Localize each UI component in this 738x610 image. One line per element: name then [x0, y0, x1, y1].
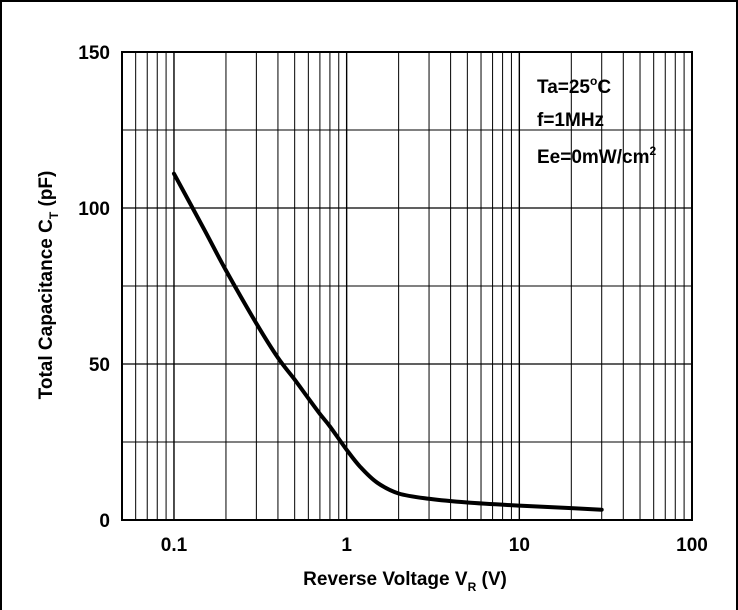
conditions-box: Ta=25oC f=1MHz Ee=0mW/cm2: [537, 74, 656, 168]
x-tick-label: 10: [509, 535, 530, 556]
annotation-temperature: Ta=25oC: [537, 74, 611, 98]
capacitance-curve: [171, 171, 604, 512]
annotation-irradiance: Ee=0mW/cm2: [537, 144, 656, 168]
x-axis-title: Reverse Voltage VR (V): [303, 569, 507, 594]
y-tick-label: 50: [89, 355, 110, 376]
y-tick-label: 150: [78, 43, 110, 64]
tick-labels: 0.1 1 10 100 0 50 100 150: [78, 43, 708, 556]
series-layer: [171, 171, 604, 512]
y-tick-label: 100: [78, 199, 110, 220]
x-tick-label: 100: [676, 535, 708, 556]
annotation-frequency: f=1MHz: [537, 110, 604, 131]
x-tick-label: 0.1: [161, 535, 188, 556]
y-tick-label: 0: [99, 511, 110, 532]
y-axis-title: Total Capacitance CT (pF): [36, 171, 61, 400]
plot-area-border: [121, 51, 693, 521]
grid-lines: [121, 51, 693, 521]
x-tick-label: 1: [341, 535, 352, 556]
